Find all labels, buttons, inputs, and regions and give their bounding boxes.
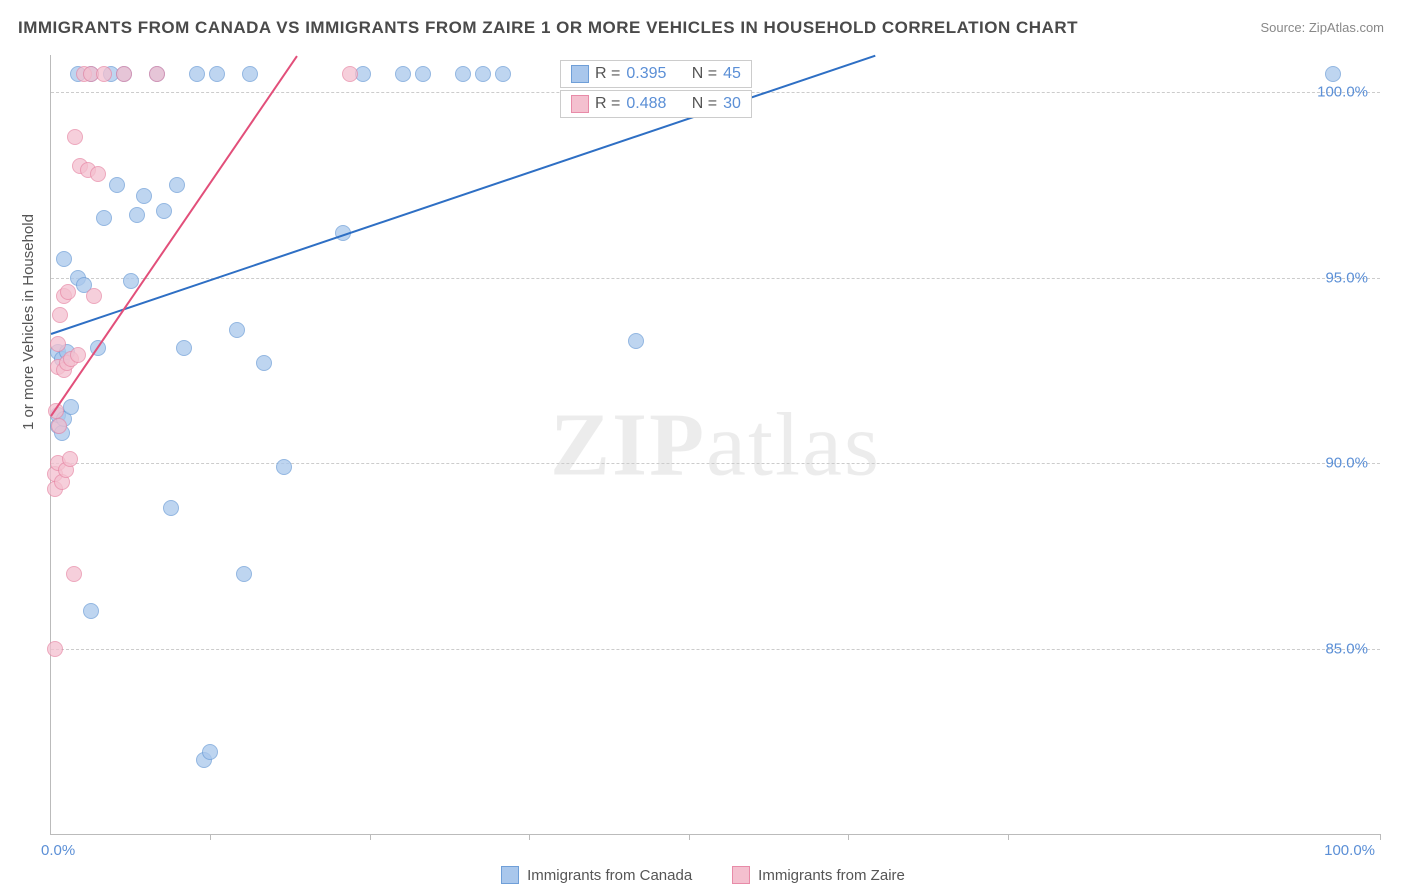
data-point <box>169 177 185 193</box>
n-label: N = <box>692 95 717 113</box>
r-value: 0.488 <box>626 95 666 113</box>
data-point <box>475 66 491 82</box>
source-label: Source: ZipAtlas.com <box>1260 20 1384 35</box>
y-tick-label: 100.0% <box>1317 84 1368 101</box>
x-tick <box>210 834 211 840</box>
watermark-bold: ZIP <box>550 395 706 494</box>
data-point <box>96 66 112 82</box>
legend-item-canada: Immigrants from Canada <box>501 866 692 884</box>
data-point <box>50 336 66 352</box>
r-label: R = <box>595 65 620 83</box>
gridline <box>51 463 1380 464</box>
x-tick-label: 0.0% <box>41 842 75 859</box>
y-axis-label: 1 or more Vehicles in Household <box>20 214 37 430</box>
data-point <box>495 66 511 82</box>
data-point <box>136 188 152 204</box>
plot-area: ZIPatlas 85.0%90.0%95.0%100.0%0.0%100.0% <box>50 55 1380 835</box>
x-tick <box>689 834 690 840</box>
n-label: N = <box>692 65 717 83</box>
x-tick <box>1380 834 1381 840</box>
data-point <box>628 333 644 349</box>
data-point <box>415 66 431 82</box>
data-point <box>189 66 205 82</box>
data-point <box>56 251 72 267</box>
data-point <box>62 451 78 467</box>
data-point <box>51 418 67 434</box>
x-tick <box>1008 834 1009 840</box>
r-label: R = <box>595 95 620 113</box>
swatch-icon <box>571 65 589 83</box>
gridline <box>51 649 1380 650</box>
legend-stat-box: R = 0.395 N = 45 <box>560 60 752 88</box>
y-tick-label: 90.0% <box>1325 455 1368 472</box>
swatch-icon <box>732 866 750 884</box>
watermark: ZIPatlas <box>550 393 881 496</box>
n-value: 45 <box>723 65 741 83</box>
data-point <box>90 166 106 182</box>
swatch-icon <box>501 866 519 884</box>
data-point <box>47 641 63 657</box>
gridline <box>51 278 1380 279</box>
data-point <box>83 603 99 619</box>
data-point <box>242 66 258 82</box>
data-point <box>342 66 358 82</box>
data-point <box>1325 66 1341 82</box>
x-tick <box>848 834 849 840</box>
data-point <box>70 347 86 363</box>
data-point <box>176 340 192 356</box>
data-point <box>63 399 79 415</box>
watermark-rest: atlas <box>706 395 881 494</box>
legend-label: Immigrants from Canada <box>527 867 692 884</box>
data-point <box>163 500 179 516</box>
data-point <box>202 744 218 760</box>
data-point <box>123 273 139 289</box>
chart-title: IMMIGRANTS FROM CANADA VS IMMIGRANTS FRO… <box>18 18 1078 38</box>
data-point <box>395 66 411 82</box>
data-point <box>60 284 76 300</box>
x-tick <box>529 834 530 840</box>
data-point <box>52 307 68 323</box>
x-tick <box>370 834 371 840</box>
y-tick-label: 85.0% <box>1325 640 1368 657</box>
data-point <box>236 566 252 582</box>
data-point <box>209 66 225 82</box>
legend-label: Immigrants from Zaire <box>758 867 905 884</box>
legend-bottom: Immigrants from Canada Immigrants from Z… <box>0 866 1406 884</box>
x-tick-label: 100.0% <box>1324 842 1375 859</box>
data-point <box>66 566 82 582</box>
data-point <box>276 459 292 475</box>
data-point <box>96 210 112 226</box>
data-point <box>116 66 132 82</box>
data-point <box>149 66 165 82</box>
legend-stat-box: R = 0.488 N = 30 <box>560 90 752 118</box>
data-point <box>455 66 471 82</box>
data-point <box>156 203 172 219</box>
data-point <box>109 177 125 193</box>
legend-item-zaire: Immigrants from Zaire <box>732 866 905 884</box>
y-tick-label: 95.0% <box>1325 269 1368 286</box>
n-value: 30 <box>723 95 741 113</box>
data-point <box>229 322 245 338</box>
data-point <box>67 129 83 145</box>
data-point <box>256 355 272 371</box>
data-point <box>86 288 102 304</box>
data-point <box>129 207 145 223</box>
r-value: 0.395 <box>626 65 666 83</box>
swatch-icon <box>571 95 589 113</box>
